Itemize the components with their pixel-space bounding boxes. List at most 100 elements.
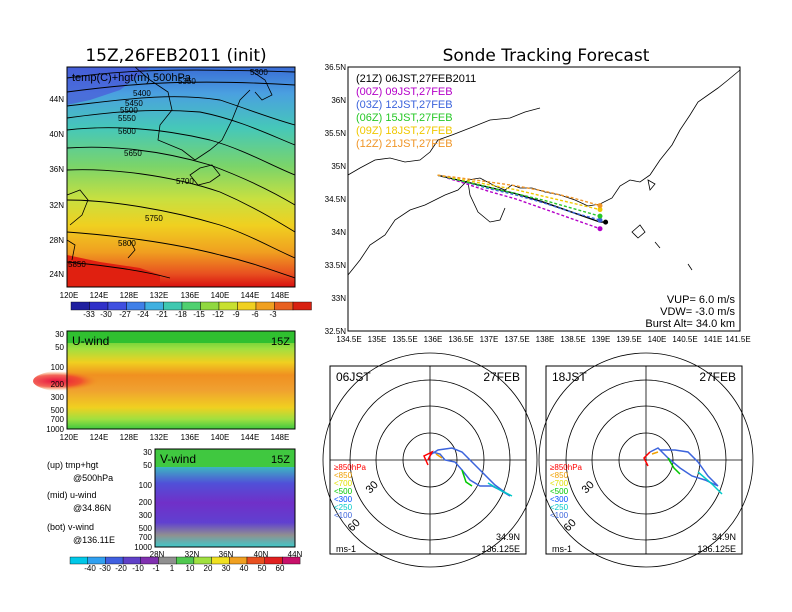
v-wind-top-band (155, 449, 295, 467)
v-lat-ticks: 28N 32N 36N 40N 44N (150, 550, 303, 559)
contour-label: 5550 (118, 114, 136, 123)
map-frame (66, 66, 296, 288)
colorbar-tick: -33 (83, 310, 95, 319)
lon-tick: 140.5E (672, 335, 697, 344)
colorbar-tick: -12 (212, 310, 224, 319)
lon-tick: 139.5E (616, 335, 641, 344)
map-lon-ticks: 120E 124E 128E 132E 136E 140E 144E 148E (60, 291, 290, 300)
lat-tick: 34.5N (325, 195, 347, 204)
u-wind-frame (66, 330, 296, 430)
contour-label: 5450 (125, 99, 143, 108)
lon-tick: 135E (368, 335, 387, 344)
hodograph-left: 30 60 06JST 27FEB ≥850hPa <850 <700 <500… (322, 352, 538, 568)
track-frame (347, 66, 741, 332)
hodo-time: 18JST (552, 370, 587, 384)
hodo-trace-red (423, 450, 434, 466)
lat-tick: 40N (49, 130, 64, 139)
colorbar-tick: -1 (152, 564, 160, 573)
u-wind-top-band (67, 331, 295, 343)
p-tick: 100 (51, 363, 65, 372)
p-tick: 30 (143, 448, 152, 457)
hodo-unit: ms-1 (336, 544, 356, 554)
colorbar-tick: 20 (204, 564, 213, 573)
track-lines (437, 174, 609, 232)
colorbar-tick: -30 (99, 564, 111, 573)
u-wind-label: U-wind (72, 334, 109, 348)
hodo-trace-cyan (697, 471, 723, 495)
caption-mid-2: @34.86N (73, 503, 111, 513)
lon-tick: 144E (241, 433, 260, 442)
colorbar-cell (163, 301, 183, 311)
lat-tick: 44N (288, 550, 303, 559)
contour-label: 5650 (124, 149, 142, 158)
colorbar-cell (70, 301, 90, 311)
p-tick: 1000 (46, 425, 64, 434)
lon-tick: 140E (648, 335, 667, 344)
colorbar-cell (69, 556, 88, 565)
right-title: Sonde Tracking Forecast (443, 46, 650, 66)
u-wind-panel: U-wind 15Z 30 50 100 200 300 500 700 100… (33, 330, 296, 442)
colorbar-cell (229, 556, 248, 565)
map-label: temp(C)+hgt(m) 500hPa (72, 72, 192, 84)
p-tick: 300 (51, 393, 65, 402)
legend-entry: (09Z) 18JST,27FEB (356, 125, 453, 137)
lon-tick: 137.5E (504, 335, 529, 344)
lon-tick: 128E (120, 291, 139, 300)
p-tick: 700 (139, 533, 153, 542)
contour-label: 5400 (133, 89, 151, 98)
lon-tick: 132E (150, 291, 169, 300)
hodo-trace-red (643, 451, 651, 467)
temp-colorbar: -33 -30 -27 -24 -21 -18 -15 -12 -9 -6 -3 (70, 301, 312, 319)
track-series-line (437, 174, 601, 221)
lat-tick: 33N (331, 294, 346, 303)
colorbar-cell (158, 556, 177, 565)
lon-tick: 136.5E (448, 335, 473, 344)
colorbar-cell (282, 556, 301, 565)
p-tick: 30 (55, 330, 64, 339)
colorbar-tick: -21 (156, 310, 168, 319)
colorbar-cell (122, 556, 141, 565)
param-burst: Burst Alt= 34.0 km (645, 318, 735, 330)
hodo-lat: 34.9N (712, 532, 736, 542)
lon-tick: 144E (241, 291, 260, 300)
v-wind-panel: V-wind 15Z 30 50 100 200 300 500 700 100… (134, 448, 302, 559)
colorbar-tick: -15 (193, 310, 205, 319)
level-legend: <500 (550, 487, 569, 496)
lon-tick: 140E (211, 433, 230, 442)
colorbar-tick: -9 (232, 310, 240, 319)
colorbar-tick: 10 (186, 564, 195, 573)
lon-tick: 124E (90, 291, 109, 300)
lon-tick: 140E (211, 291, 230, 300)
p-tick: 50 (55, 343, 64, 352)
track-params: VUP= 6.0 m/s VDW= -3.0 m/s Burst Alt= 34… (645, 294, 735, 330)
p-tick: 500 (139, 524, 153, 533)
colorbar-tick: -6 (251, 310, 259, 319)
lat-tick: 32N (185, 550, 200, 559)
colorbar-cell (175, 556, 195, 565)
level-legend: <850 (550, 471, 569, 480)
lon-tick: 141E (704, 335, 723, 344)
track-lon-ticks: 134.5E 135E 135.5E 136E 136.5E 137E 137.… (336, 335, 750, 344)
jet-core (33, 367, 157, 395)
param-vup: VUP= 6.0 m/s (667, 294, 736, 306)
level-legend: <250 (334, 503, 353, 512)
lon-tick: 148E (271, 433, 290, 442)
legend-entry: (03Z) 12JST,27FEB (356, 99, 453, 111)
lat-tick: 44N (49, 95, 64, 104)
colorbar-cell (144, 301, 164, 311)
hodo-trace-green (667, 457, 681, 475)
lat-tick: 34N (331, 228, 346, 237)
colorbar-tick: 50 (258, 564, 267, 573)
landing-point (597, 203, 603, 209)
track-panel: (21Z) 06JST,27FEB2011 (00Z) 09JST,27FEB … (325, 63, 751, 344)
track-series-line (437, 174, 601, 211)
landing-point (597, 207, 603, 213)
u-wind-time: 15Z (271, 336, 290, 348)
colorbar-cell (193, 556, 212, 565)
legend-entry: (06Z) 15JST,27FEB (356, 112, 453, 124)
lon-tick: 141.5E (725, 335, 750, 344)
p-tick: 300 (139, 511, 153, 520)
caption-bot-2: @136.11E (73, 535, 115, 545)
legend-entry: (00Z) 09JST,27FEB (356, 86, 453, 98)
level-legend: ≥850hPa (334, 463, 367, 472)
